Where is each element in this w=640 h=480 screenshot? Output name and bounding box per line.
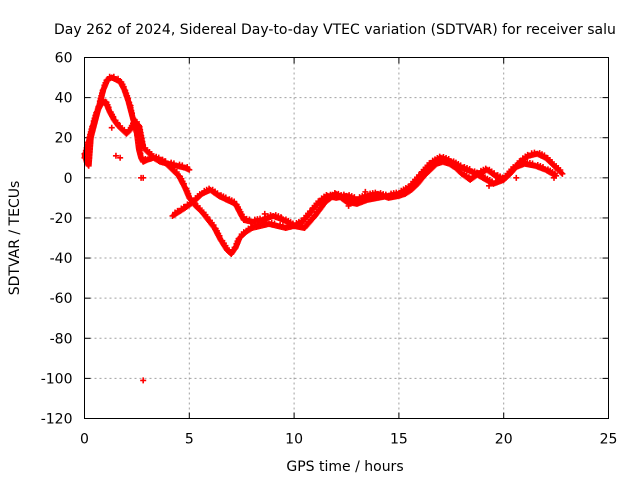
data-point (117, 122, 124, 129)
y-tick-label: -20 (50, 211, 73, 227)
chart-title: Day 262 of 2024, Sidereal Day-to-day VTE… (54, 22, 616, 38)
x-tick-label: 10 (285, 432, 303, 448)
tick-labels: 0 5 10 15 20 25 60 40 20 0 -20 -40 -60 -80 -100 -120 (41, 51, 618, 448)
data-point (140, 174, 147, 181)
y-tick-label: -80 (50, 331, 73, 347)
data-point (558, 169, 565, 176)
y-tick-label: 60 (55, 51, 73, 67)
data-point (127, 102, 134, 109)
y-tick-label: -60 (50, 291, 73, 307)
y-tick-label: 40 (55, 91, 73, 107)
y-axis-label: SDTVAR / TECUs (7, 181, 23, 296)
data-point (557, 167, 564, 174)
y-tick-label: 20 (55, 131, 73, 147)
data-point (551, 174, 558, 181)
data-point (210, 222, 217, 229)
data-point (173, 169, 180, 176)
data-point (362, 188, 369, 195)
x-tick-label: 25 (600, 432, 618, 448)
data-point (112, 152, 119, 159)
x-tick-label: 5 (185, 432, 194, 448)
data-point (167, 163, 174, 170)
y-tick-label: -120 (41, 412, 73, 428)
data-point (114, 119, 121, 126)
data-point (140, 377, 147, 384)
grid (84, 57, 609, 419)
data-point (184, 164, 191, 171)
data-point (117, 154, 124, 161)
data-point (513, 174, 520, 181)
x-tick-label: 0 (80, 432, 89, 448)
data-points (81, 73, 566, 384)
data-point (196, 205, 203, 212)
data-point (559, 170, 566, 177)
x-axis-label: GPS time / hours (286, 459, 403, 475)
data-point (204, 213, 211, 220)
y-tick-label: -40 (50, 251, 73, 267)
y-tick-label: 0 (64, 171, 73, 187)
data-point (548, 158, 555, 165)
x-tick-label: 15 (390, 432, 408, 448)
data-point (108, 124, 115, 131)
data-point (345, 202, 352, 209)
x-tick-label: 20 (495, 432, 513, 448)
data-point (278, 214, 285, 221)
data-point (261, 210, 268, 217)
plot-frame (84, 57, 609, 419)
data-point (328, 192, 335, 199)
y-tick-label: -100 (41, 371, 73, 387)
data-point (486, 182, 493, 189)
axis-ticks (84, 57, 609, 419)
data-point (142, 144, 149, 151)
